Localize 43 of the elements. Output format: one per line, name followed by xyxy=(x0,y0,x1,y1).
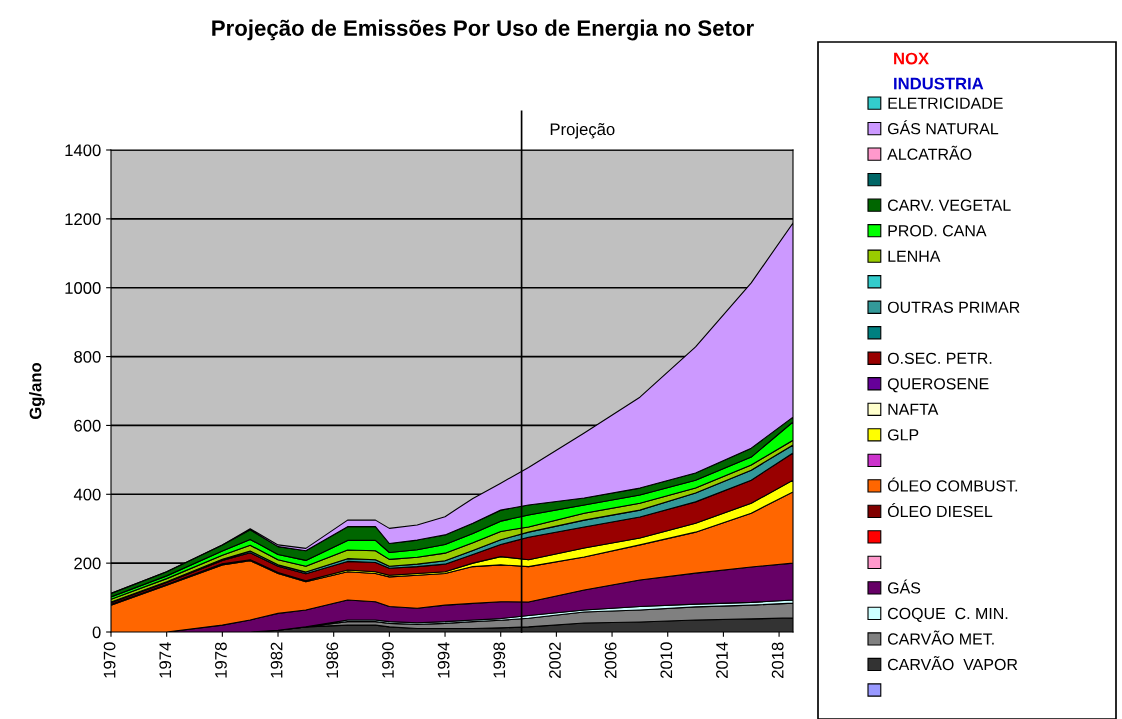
legend-label: OUTRAS PRIMAR xyxy=(887,301,1020,313)
x-tick-label: 1978 xyxy=(215,642,227,678)
legend-label: NAFTA xyxy=(888,403,939,415)
x-tick-label: 2010 xyxy=(660,642,673,678)
x-tick-label: 2018 xyxy=(771,642,784,678)
legend-label: GÁS NATURAL xyxy=(887,120,999,135)
x-tick-label: 1982 xyxy=(270,642,283,678)
legend-label: QUEROSENE xyxy=(887,378,989,393)
y-tick-label: 1200 xyxy=(65,213,101,226)
legend-label: CARVÃO MET. xyxy=(887,630,994,645)
y-tick-label: 200 xyxy=(74,557,101,570)
y-tick-label: 400 xyxy=(73,488,101,501)
legend-label: ELETRICIDADE xyxy=(888,97,1003,109)
legend-label: GLP xyxy=(887,429,919,441)
x-tick-label: 2014 xyxy=(716,642,728,678)
legend-label: COQUE C. MIN. xyxy=(887,607,1008,622)
y-tick-label: 600 xyxy=(74,419,101,432)
y-axis-title: Gg/ano xyxy=(29,362,45,420)
legend-label: GÁS xyxy=(887,579,921,594)
y-tick-label: 0 xyxy=(92,626,101,639)
x-tick-label: 1974 xyxy=(159,642,172,678)
x-tick-label: 1994 xyxy=(437,642,450,678)
legend-label: CARV. VEGETAL xyxy=(887,199,1011,211)
legend-label: CARVÃO VAPOR xyxy=(887,655,1018,671)
legend-label: ÓLEO DIESEL xyxy=(887,503,993,518)
legend-label: PROD. CANA xyxy=(888,225,987,237)
y-tick-label: 1400 xyxy=(65,144,101,157)
chart-title: Projeção de Emissões Por Uso de Energia no Setor xyxy=(212,19,754,41)
x-tick-label: 1986 xyxy=(326,642,339,678)
x-tick-label: 1990 xyxy=(382,642,394,678)
x-tick-label: 2006 xyxy=(604,642,617,678)
legend-label: O.SEC. PETR. xyxy=(887,352,992,364)
x-tick-label: 1970 xyxy=(103,642,116,678)
text: INDUSTRIA xyxy=(894,77,984,90)
ref-line-label: Projeção xyxy=(550,122,615,139)
text: NOX xyxy=(894,52,929,65)
x-tick-label: 1998 xyxy=(493,642,506,678)
legend-label: LENHA xyxy=(888,250,941,262)
legend-label: ÓLEO COMBUST. xyxy=(887,477,1018,492)
legend-label: ALCATRÃO xyxy=(887,145,972,160)
x-tick-label: 2002 xyxy=(549,642,561,678)
y-tick-label: 800 xyxy=(74,350,101,363)
y-tick-label: 1000 xyxy=(65,282,101,294)
